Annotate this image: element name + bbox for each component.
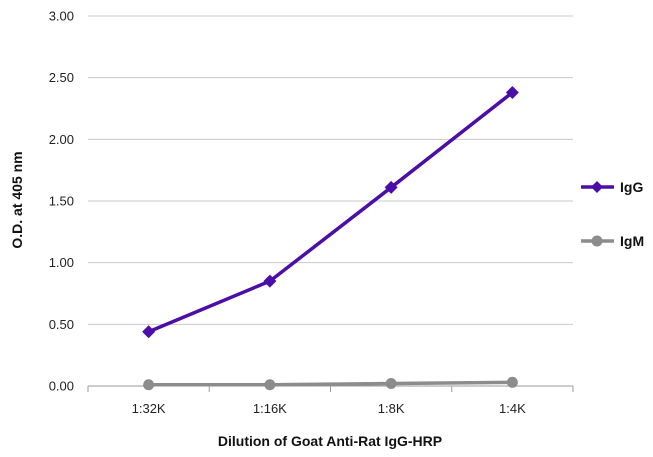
series-line-igm [146, 380, 515, 387]
y-tick-label: 2.50 [49, 70, 74, 85]
legend-item-igg: IgG [581, 179, 643, 195]
x-tick-label: 1:32K [132, 401, 166, 416]
x-tick-label: 1:4K [499, 401, 526, 416]
data-point-igg [263, 274, 277, 288]
data-point-igm [264, 379, 276, 391]
data-point-igm [506, 376, 518, 388]
gridlines [88, 15, 573, 387]
y-tick-label: 2.00 [49, 132, 74, 147]
series-igg [142, 85, 519, 339]
legend-item-igm: IgM [581, 233, 644, 249]
data-point-igm [385, 378, 397, 390]
series-igm [143, 376, 518, 391]
x-tick-label: 1:16K [253, 401, 287, 416]
series [142, 85, 519, 391]
legend-label-igm: IgM [620, 233, 644, 249]
x-axis-title: Dilution of Goat Anti-Rat IgG-HRP [218, 433, 442, 449]
y-tick-labels: 0.00 0.50 1.00 1.50 2.00 2.50 3.00 [49, 9, 74, 394]
legend-marker-igm [591, 235, 603, 247]
y-tick-label: 1.50 [49, 194, 74, 209]
data-point-igg [384, 180, 398, 194]
legend-marker-igg [591, 181, 603, 193]
y-tick-label: 0.50 [49, 317, 74, 332]
data-point-igg [142, 325, 156, 339]
legend-label-igg: IgG [620, 179, 643, 195]
series-line-igg [146, 90, 515, 334]
x-tick-label: 1:8K [378, 401, 405, 416]
y-axis-title: O.D. at 405 nm [9, 151, 25, 248]
legend: IgG IgM [581, 179, 644, 249]
data-point-igg [505, 85, 519, 99]
y-tick-label: 3.00 [49, 9, 74, 24]
x-tick-labels: 1:32K 1:16K 1:8K 1:4K [87, 386, 574, 416]
y-tick-label: 0.00 [49, 379, 74, 394]
data-point-igm [143, 379, 155, 391]
y-tick-label: 1.00 [49, 255, 74, 270]
